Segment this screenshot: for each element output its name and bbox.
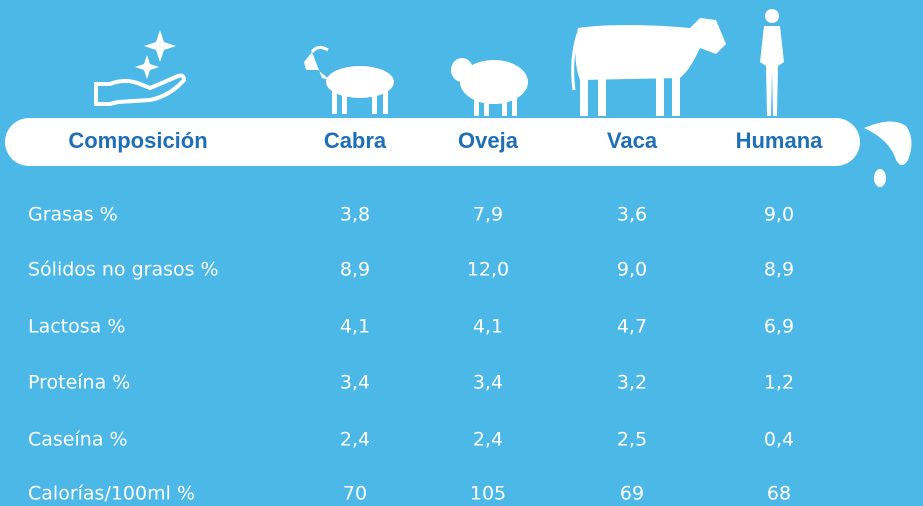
cell-value: 3,4 xyxy=(473,372,503,394)
cell-value: 4,1 xyxy=(340,316,370,338)
cell-value: 7,9 xyxy=(473,204,503,226)
cell-value: 69 xyxy=(620,483,644,505)
cell-value: 0,4 xyxy=(764,429,794,451)
cell-value: 2,4 xyxy=(473,429,503,451)
cell-value: 105 xyxy=(470,483,506,505)
cell-value: 3,8 xyxy=(340,204,370,226)
cell-value: 9,0 xyxy=(764,204,794,226)
cell-value: 9,0 xyxy=(617,259,647,281)
row-label: Calorías/100ml % xyxy=(28,483,195,505)
cell-value: 2,5 xyxy=(617,429,647,451)
cell-value: 3,6 xyxy=(617,204,647,226)
column-header: Vaca xyxy=(607,128,658,153)
column-header: Composición xyxy=(68,128,207,153)
cell-value: 3,4 xyxy=(340,372,370,394)
page: Composición Cabra Oveja Vaca Humana Grasas % 3… xyxy=(0,0,923,506)
cell-value: 8,9 xyxy=(340,259,370,281)
cell-value: 1,2 xyxy=(764,372,794,394)
cell-value: 68 xyxy=(767,483,791,505)
cell-value: 12,0 xyxy=(467,259,509,281)
cell-value: 2,4 xyxy=(340,429,370,451)
column-header: Cabra xyxy=(324,128,387,153)
cell-value: 6,9 xyxy=(764,316,794,338)
row-label: Grasas % xyxy=(28,204,118,226)
row-label: Sólidos no grasos % xyxy=(28,259,219,281)
cell-value: 4,7 xyxy=(617,316,647,338)
row-label: Lactosa % xyxy=(28,316,125,338)
cell-value: 4,1 xyxy=(473,316,503,338)
column-header: Oveja xyxy=(458,128,519,153)
row-label: Proteína % xyxy=(28,372,130,394)
cell-value: 3,2 xyxy=(617,372,647,394)
cell-value: 70 xyxy=(343,483,367,505)
infographic: Composición Cabra Oveja Vaca Humana Grasas % 3… xyxy=(0,0,923,506)
cell-value: 8,9 xyxy=(764,259,794,281)
row-label: Caseína % xyxy=(28,429,128,451)
drop xyxy=(874,169,886,187)
column-header: Humana xyxy=(736,128,824,153)
